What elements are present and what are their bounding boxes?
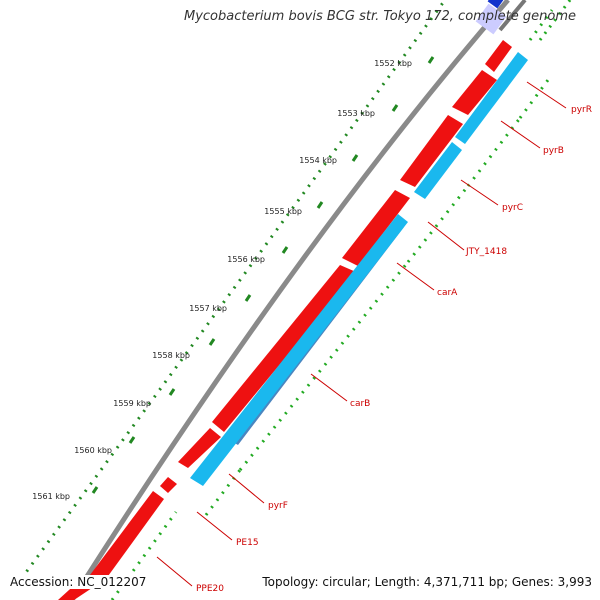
scale-tick-label: 1558 kbp: [152, 351, 190, 360]
gene-label-leader: [500, 120, 541, 149]
scale-tick-label: 1552 kbp: [374, 59, 412, 68]
major-tick: [128, 436, 136, 444]
forward-gene-arrow[interactable]: [90, 491, 164, 583]
adjacent-backbone: [498, 0, 527, 32]
forward-gene-arrow[interactable]: [212, 265, 356, 432]
gene-label-ppe20[interactable]: PPE20: [196, 584, 224, 594]
major-tick: [351, 154, 359, 162]
major-tick: [281, 246, 289, 254]
gene-labels: pyrR pyrB pyrC JTY_1418 carA carB pyrF PE15 PPE2…: [156, 81, 592, 594]
major-tick: [316, 201, 324, 209]
forward-gene-arrow[interactable]: [452, 70, 497, 115]
gene-label-pyrf[interactable]: pyrF: [268, 501, 288, 511]
major-tick: [244, 294, 252, 302]
outer-dotted-ring: [14, 0, 447, 587]
gene-label-leader: [228, 473, 265, 504]
gene-label-jty-1418[interactable]: JTY_1418: [465, 247, 507, 257]
scale-tick-label: 1556 kbp: [227, 255, 265, 264]
forward-gene-arrow[interactable]: [400, 115, 463, 187]
adjacent-gene-highlight: [475, 3, 507, 35]
gene-label-leader: [156, 556, 193, 587]
forward-gene-arrow[interactable]: [160, 477, 177, 493]
gene-label-carb[interactable]: carB: [350, 399, 370, 409]
forward-strand-track: [58, 40, 512, 600]
genome-stats-text: Topology: circular; Length: 4,371,711 bp…: [260, 575, 594, 589]
genome-backbone: [69, 0, 510, 600]
reverse-gene-arrow[interactable]: [414, 142, 462, 199]
gene-label-leader: [526, 81, 567, 109]
scale-tick-label: 1557 kbp: [189, 304, 227, 313]
scale-tick-label: 1561 kbp: [32, 492, 70, 501]
inner-dotted-ring: [518, 79, 550, 119]
adjacent-gene-block: [487, 0, 505, 9]
gene-label-pyrc[interactable]: pyrC: [502, 203, 523, 213]
scale-tick-label: 1555 kbp: [264, 207, 302, 216]
adjacent-dotted-ring: [538, 0, 572, 41]
scale-tick-label: 1560 kbp: [74, 446, 112, 455]
gene-label-pe15[interactable]: PE15: [236, 538, 259, 548]
gene-label-pyrb[interactable]: pyrB: [543, 146, 564, 156]
reverse-gene-arrow[interactable]: [190, 214, 408, 486]
forward-gene-arrow[interactable]: [342, 190, 410, 266]
inner-dotted-ring: [204, 469, 242, 516]
forward-gene-arrow[interactable]: [485, 40, 512, 72]
forward-gene-arrow[interactable]: [178, 428, 221, 468]
scale-tick-labels: 1552 kbp 1553 kbp 1554 kbp 1555 kbp 1556 kbp…: [32, 59, 412, 501]
gene-label-leader: [196, 511, 233, 541]
gene-label-cara[interactable]: carA: [437, 288, 458, 298]
scale-tick-label: 1554 kbp: [299, 156, 337, 165]
major-tick: [391, 104, 399, 112]
reverse-gene-arrow[interactable]: [455, 52, 528, 144]
map-title: Mycobacterium bovis BCG str. Tokyo 172, …: [184, 9, 576, 24]
major-tick: [208, 338, 216, 346]
gene-label-leader: [310, 373, 348, 402]
inner-dotted-ring: [406, 185, 470, 263]
major-tick: [168, 388, 176, 396]
scale-tick-label: 1553 kbp: [337, 109, 375, 118]
gene-label-leader: [396, 262, 435, 291]
inner-dotted-ring: [528, 9, 554, 41]
gene-label-leader: [460, 179, 499, 206]
major-tick: [427, 56, 435, 64]
accession-text: Accession: NC_012207: [8, 575, 149, 589]
reverse-strand-track: [190, 52, 528, 486]
gene-label-leader: [427, 221, 465, 251]
scale-tick-label: 1559 kbp: [113, 399, 151, 408]
major-tick: [91, 486, 99, 494]
gene-label-pyrr[interactable]: pyrR: [571, 105, 592, 115]
